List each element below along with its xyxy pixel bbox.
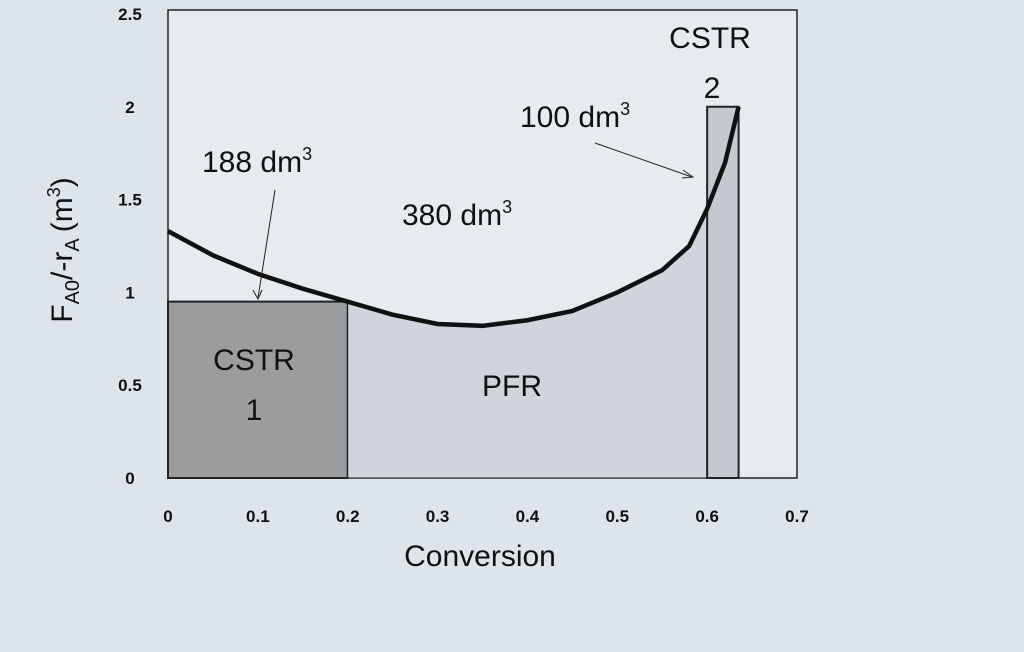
y-tick-label: 1.5: [118, 191, 142, 210]
x-tick-label: 0: [163, 507, 172, 526]
svg-text:FA0/-rA(m3): FA0/-rA(m3): [44, 177, 84, 322]
y-tick-label: 0.5: [118, 376, 142, 395]
cstr2-arrow: [594, 142, 693, 178]
cstr1-number: 1: [246, 394, 263, 427]
cstr1-arrow: [257, 189, 276, 299]
region-cstr-2: [706, 105, 740, 479]
x-tick-label: 0.7: [785, 507, 809, 526]
y-axis-label: FA0/-rA(m3): [44, 177, 84, 322]
y-tick-label: 0: [125, 469, 134, 488]
curve-line: [166, 106, 741, 329]
cstr2-volume: 100 dm3: [520, 99, 630, 134]
y-tick-label: 1: [125, 283, 134, 302]
cstr1-label: CSTR: [213, 344, 295, 377]
x-tick-label: 0.5: [605, 507, 629, 526]
cstr2-label: CSTR: [669, 22, 751, 55]
pfr-volume: 380 dm3: [402, 197, 512, 232]
x-tick-label: 0.6: [695, 507, 719, 526]
cstr1-volume: 188 dm3: [202, 144, 312, 179]
y-tick-label: 2.5: [118, 5, 142, 24]
x-tick-label: 0.3: [426, 507, 450, 526]
region-cstr-1: [167, 300, 349, 479]
pfr-label: PFR: [482, 370, 542, 403]
x-tick-label: 0.1: [246, 507, 270, 526]
cstr2-number: 2: [704, 72, 721, 105]
y-tick-label: 2: [125, 98, 134, 117]
x-tick-label: 0.4: [516, 507, 540, 526]
x-axis-label: Conversion: [404, 540, 556, 573]
x-tick-label: 0.2: [336, 507, 360, 526]
